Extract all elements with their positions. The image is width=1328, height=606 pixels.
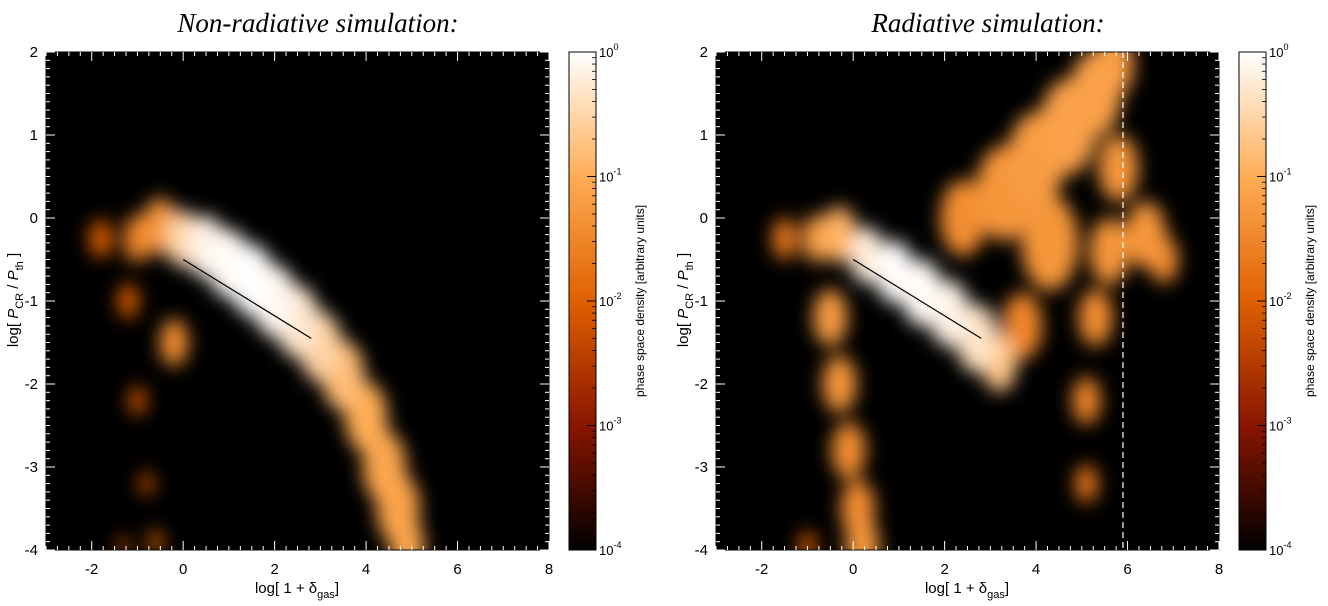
colorbar-tick-label: 10-1 xyxy=(599,167,621,185)
colorbar-tick-label: 10-3 xyxy=(599,416,621,434)
axes: -2 0 2 4 6 8 -4 -3 -2 -1 0 1 2 xyxy=(25,44,554,578)
y-tick-label: -3 xyxy=(25,459,38,476)
density-ridge-point xyxy=(390,517,425,550)
density-ridge-point xyxy=(230,243,274,317)
density-spur xyxy=(148,530,163,550)
panel-non-radiative: Non-radiative simulation: -2 0 2 4 6 8-4-3-2-… xyxy=(5,8,647,601)
panel-title: Non-radiative simulation: xyxy=(176,8,458,38)
density-spur xyxy=(1002,292,1043,360)
colorbar-tick-label: 10-1 xyxy=(1269,167,1291,185)
x-axis-label: log[ 1 + δgas] xyxy=(925,580,1009,601)
y-axis-label: log[ PCR / Pth ] xyxy=(5,253,26,347)
x-tick-label: 2 xyxy=(270,561,278,578)
density-spur xyxy=(940,179,986,257)
colorbar-tick-label: 10-2 xyxy=(1269,291,1291,309)
density-spur xyxy=(1125,201,1166,269)
colorbar-label: phase space density [arbitrary units] xyxy=(1303,205,1317,397)
x-tick-label: 2 xyxy=(940,561,948,578)
density-spur xyxy=(1072,376,1101,425)
colorbar: 100 10-1 10-2 10-3 10-4 phase space density [… xyxy=(568,42,647,558)
colorbar-tick-label: 10-3 xyxy=(1269,416,1291,434)
density-heatmap xyxy=(89,197,425,550)
density-ridge-point xyxy=(772,217,798,260)
y-tick-label: 0 xyxy=(700,210,708,227)
panel-radiative: Radiative simulation: -2 0 2 4 6 8 -4 -3 -2 -1 0 1 2… xyxy=(675,8,1317,601)
y-tick-label: 2 xyxy=(30,44,38,61)
fit-line xyxy=(852,258,982,339)
y-tick-label: -1 xyxy=(695,293,708,310)
x-tick-label: 0 xyxy=(179,561,187,578)
density-spur xyxy=(813,288,848,347)
density-spur xyxy=(822,355,857,413)
y-tick-label: -2 xyxy=(695,376,708,393)
fit-line xyxy=(182,258,312,339)
density-ridge-point xyxy=(875,240,914,304)
x-tick-label: 6 xyxy=(453,561,461,578)
density-spur xyxy=(1089,217,1130,285)
x-tick-label: 4 xyxy=(1032,561,1040,578)
x-tick-label: -2 xyxy=(755,561,768,578)
y-axis-label: log[ PCR / Pth ] xyxy=(675,253,696,347)
density-spur xyxy=(159,318,189,367)
density-heatmap xyxy=(772,52,1179,550)
y-tick-label: -1 xyxy=(25,293,38,310)
density-spur xyxy=(1098,134,1139,202)
density-ridge-point xyxy=(822,205,857,264)
axes: -2 0 2 4 6 8 -4 -3 -2 -1 0 1 2 xyxy=(695,44,1224,578)
density-spur xyxy=(1074,464,1098,503)
colorbar-tick-label: 100 xyxy=(1269,42,1288,60)
density-spur xyxy=(118,283,139,319)
y-tick-label: -4 xyxy=(695,542,708,559)
y-tick-label: -2 xyxy=(25,376,38,393)
density-ridge-point xyxy=(849,226,885,284)
density-spur xyxy=(845,517,880,550)
y-tick-label: 0 xyxy=(30,210,38,227)
colorbar-tick-label: 10-4 xyxy=(599,540,621,558)
density-spur xyxy=(1021,195,1079,291)
density-ridge-point xyxy=(89,219,113,258)
y-tick-label: 2 xyxy=(700,44,708,61)
density-spur xyxy=(139,472,154,496)
y-tick-label: -3 xyxy=(695,459,708,476)
density-spur xyxy=(798,531,817,550)
colorbar-tick-label: 10-4 xyxy=(1269,540,1291,558)
panel-title: Radiative simulation: xyxy=(870,8,1104,38)
y-tick-label: 1 xyxy=(30,127,38,144)
x-tick-label: 4 xyxy=(362,561,370,578)
x-tick-label: 0 xyxy=(849,561,857,578)
x-tick-label: 8 xyxy=(1215,561,1223,578)
density-spur xyxy=(831,421,866,480)
density-spur xyxy=(1078,288,1113,347)
density-spur xyxy=(128,386,147,415)
y-tick-label: -4 xyxy=(25,542,38,559)
colorbar-tick-label: 10-2 xyxy=(599,291,621,309)
density-spur xyxy=(1069,52,1122,137)
colorbar-label: phase space density [arbitrary units] xyxy=(633,205,647,397)
density-spur xyxy=(118,536,130,550)
x-tick-label: 8 xyxy=(545,561,553,578)
colorbar: 100 10-1 10-2 10-3 10-4 phase space density [… xyxy=(1238,42,1317,558)
y-tick-label: 1 xyxy=(700,127,708,144)
x-tick-label: 6 xyxy=(1123,561,1131,578)
x-axis-label: log[ 1 + δgas] xyxy=(255,580,339,601)
x-tick-label: -2 xyxy=(85,561,98,578)
colorbar-tick-label: 100 xyxy=(599,42,618,60)
